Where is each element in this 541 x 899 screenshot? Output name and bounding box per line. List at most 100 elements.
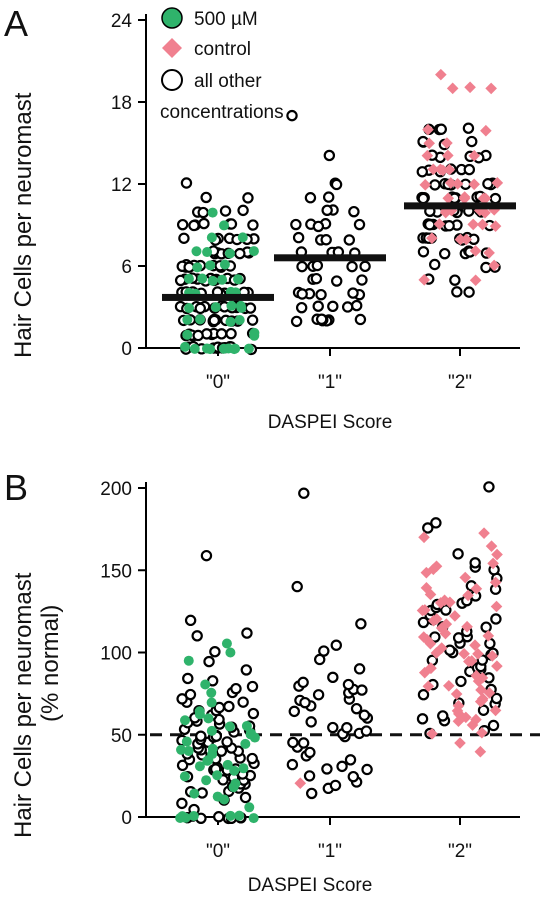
data-point-control: [443, 680, 455, 692]
data-point-control: [444, 177, 457, 189]
data-point-control: [476, 672, 489, 684]
data-point-control: [419, 604, 431, 616]
data-point-other: [336, 760, 348, 773]
data-point-control: [450, 688, 463, 700]
data-point-other: [304, 192, 317, 204]
data-point-500um: [205, 260, 216, 271]
data-point-500um: [249, 330, 260, 341]
data-point-other: [354, 313, 367, 326]
data-point-control: [458, 648, 470, 660]
data-point-control: [421, 633, 433, 646]
data-point-other: [244, 302, 257, 314]
panel-b-y-axis-label: Hair Cells per neuromast: [10, 572, 37, 838]
data-point-500um: [206, 725, 217, 736]
data-point-other: [360, 725, 373, 737]
data-point-other: [356, 274, 368, 286]
panel-b-y-axis-label-2: (% normal): [37, 605, 64, 722]
data-point-other: [242, 192, 254, 204]
data-point-other: [296, 288, 308, 300]
data-point-other: [180, 177, 193, 189]
data-point-500um: [224, 721, 235, 732]
data-point-control: [459, 571, 472, 584]
data-point-other: [435, 123, 447, 135]
data-point-control: [441, 137, 453, 149]
data-point-control: [490, 600, 503, 613]
data-point-500um: [248, 246, 259, 257]
data-point-control: [430, 560, 443, 573]
data-point-other: [469, 557, 481, 569]
data-point-other: [490, 692, 503, 705]
data-point-control: [444, 596, 456, 609]
data-point-control: [442, 149, 454, 162]
data-point-other: [347, 770, 360, 783]
data-point-other: [203, 655, 215, 668]
data-point-other: [353, 663, 366, 675]
data-point-control: [472, 648, 484, 660]
data-point-500um: [229, 765, 240, 776]
data-point-other: [184, 614, 197, 627]
data-point-500um: [225, 316, 236, 327]
y-tick-label: 18: [111, 93, 132, 114]
data-point-other: [215, 745, 228, 757]
data-point-control: [488, 259, 500, 272]
y-tick-label: 12: [111, 175, 132, 196]
data-point-other: [327, 300, 339, 313]
data-point-other: [310, 272, 323, 285]
data-point-other: [330, 178, 343, 191]
y-tick-label: 150: [100, 561, 132, 582]
data-point-other: [303, 770, 316, 782]
data-point-control: [491, 177, 504, 189]
data-point-500um: [207, 207, 218, 218]
data-point-control: [446, 82, 459, 95]
data-point-other: [341, 301, 354, 313]
data-point-control: [427, 614, 440, 627]
data-point-control: [483, 247, 495, 259]
data-point-500um: [219, 220, 230, 231]
data-point-other: [223, 700, 235, 713]
data-point-500um: [225, 810, 236, 821]
data-point-control: [461, 620, 473, 633]
data-point-other: [237, 204, 249, 217]
data-point-other: [361, 763, 373, 776]
data-point-other: [429, 631, 441, 643]
data-point-other: [297, 676, 309, 689]
legend-swatch-control: [162, 38, 182, 58]
data-point-500um: [240, 738, 251, 749]
data-point-500um: [183, 273, 194, 284]
data-point-500um: [241, 720, 252, 731]
data-point-500um: [189, 788, 200, 799]
data-point-other: [191, 630, 203, 642]
data-point-500um: [219, 259, 230, 270]
data-point-500um: [243, 343, 254, 354]
data-point-other: [327, 721, 339, 734]
data-point-other: [182, 672, 194, 685]
data-point-other: [184, 688, 197, 701]
data-point-control: [470, 713, 482, 726]
data-point-other: [347, 287, 359, 299]
data-point-other: [176, 759, 189, 772]
data-point-control: [420, 582, 433, 594]
data-point-other: [439, 247, 451, 260]
data-point-other: [489, 192, 502, 205]
data-point-other: [298, 487, 310, 499]
data-point-control: [440, 618, 453, 630]
data-point-control: [460, 233, 473, 246]
panel-a-x-axis-label: DASPEI Score: [268, 412, 393, 433]
data-point-control: [485, 540, 498, 552]
data-point-500um: [212, 791, 223, 802]
data-point-control: [454, 233, 467, 246]
data-point-other: [330, 639, 342, 651]
data-point-other: [422, 522, 434, 534]
data-point-other: [240, 664, 253, 676]
data-point-500um: [182, 329, 193, 340]
y-tick-label: 200: [100, 479, 132, 500]
data-point-other: [346, 260, 358, 273]
data-point-control: [458, 191, 471, 203]
data-point-other: [331, 275, 343, 287]
data-point-500um: [248, 813, 259, 824]
data-point-500um: [206, 697, 217, 708]
data-point-control: [417, 631, 430, 643]
data-point-other: [305, 787, 318, 800]
data-point-control: [480, 124, 492, 137]
